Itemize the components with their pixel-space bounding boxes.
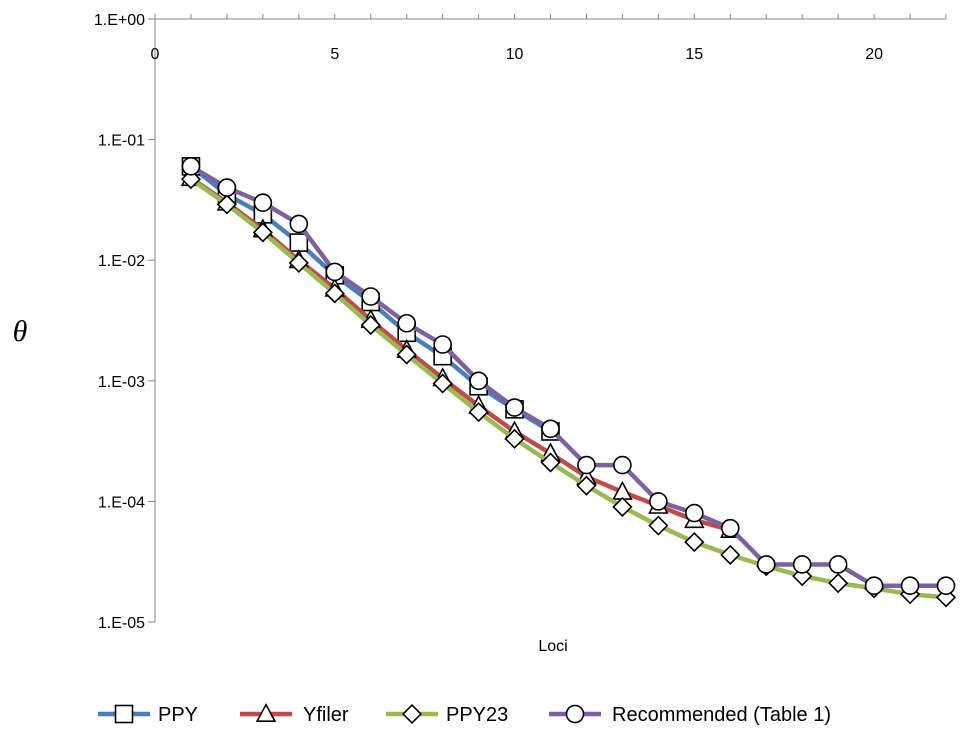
- legend-marker: [114, 704, 134, 724]
- data-point: [613, 455, 632, 475]
- legend-item: PPY23: [386, 703, 508, 726]
- data-point: [252, 222, 273, 243]
- y-tick-label: 1.E+00: [94, 12, 145, 29]
- series-layer: [180, 157, 957, 608]
- data-point: [648, 515, 669, 536]
- legend-label: PPY: [158, 704, 198, 726]
- series-line: [188, 176, 949, 600]
- series-recommended-table-1: [181, 157, 956, 595]
- legend-label: Recommended (Table 1): [612, 704, 831, 726]
- data-point: [685, 503, 704, 523]
- data-point: [864, 576, 884, 595]
- data-point: [577, 455, 596, 475]
- legend-marker: [565, 704, 585, 724]
- x-axis-title: Loci: [538, 638, 567, 655]
- legend-marker: [255, 702, 277, 723]
- legend-label: Yfiler: [303, 704, 349, 726]
- data-point: [180, 169, 202, 190]
- legend-item: Recommended (Table 1): [549, 704, 831, 726]
- data-point: [540, 452, 561, 473]
- data-point: [433, 335, 452, 354]
- y-tick-label: 1.E-03: [98, 374, 145, 391]
- data-point: [828, 555, 848, 574]
- data-point: [216, 194, 237, 215]
- x-tick-label: 0: [151, 46, 160, 63]
- series-line: [188, 175, 733, 533]
- data-point: [720, 544, 741, 565]
- data-point: [289, 214, 309, 234]
- data-point: [612, 496, 633, 517]
- data-point: [432, 373, 453, 394]
- data-point: [288, 252, 309, 273]
- data-point: [469, 371, 488, 391]
- data-point: [397, 313, 416, 333]
- data-point: [324, 283, 345, 304]
- y-tick-label: 1.E-02: [98, 253, 145, 270]
- data-point: [828, 573, 849, 594]
- data-point: [325, 262, 345, 282]
- data-point: [792, 555, 812, 574]
- data-point: [360, 314, 381, 336]
- legend-marker: [401, 703, 423, 725]
- data-point: [541, 419, 560, 439]
- legend-item: Yfiler: [240, 702, 349, 726]
- x-tick-label: 5: [330, 46, 339, 63]
- data-point: [361, 287, 381, 306]
- data-point: [900, 576, 920, 595]
- series-line: [188, 164, 949, 588]
- data-point: [649, 492, 668, 511]
- legend-item: PPY: [98, 704, 198, 726]
- data-point: [684, 532, 705, 553]
- data-point: [505, 398, 524, 417]
- data-point: [756, 555, 776, 574]
- y-tick-label: 1.E-01: [98, 133, 145, 150]
- data-point: [576, 475, 597, 496]
- data-point: [504, 428, 525, 449]
- data-point: [289, 233, 309, 252]
- data-point: [253, 193, 273, 212]
- y-tick-label: 1.E-05: [98, 615, 145, 632]
- data-point: [720, 518, 740, 538]
- data-point: [217, 178, 237, 197]
- x-tick-label: 10: [506, 46, 524, 63]
- x-tick-label: 20: [865, 46, 883, 63]
- y-tick-label: 1.E-04: [98, 494, 145, 511]
- x-tick-label: 15: [685, 46, 703, 63]
- data-point: [468, 402, 489, 423]
- data-point: [936, 576, 956, 595]
- series-yfiler: [180, 167, 741, 538]
- legend-label: PPY23: [446, 704, 508, 726]
- data-point: [396, 344, 417, 365]
- legend: PPY Yfiler PPY23 Recommended (Table 1): [98, 702, 831, 726]
- data-point: [181, 157, 201, 176]
- y-axis-title: θ: [13, 315, 28, 348]
- axes: 0 5 10 15 20 1.E+00 1.E-01 1.E-02 1.E-03 1.E-04 1.…: [94, 12, 947, 632]
